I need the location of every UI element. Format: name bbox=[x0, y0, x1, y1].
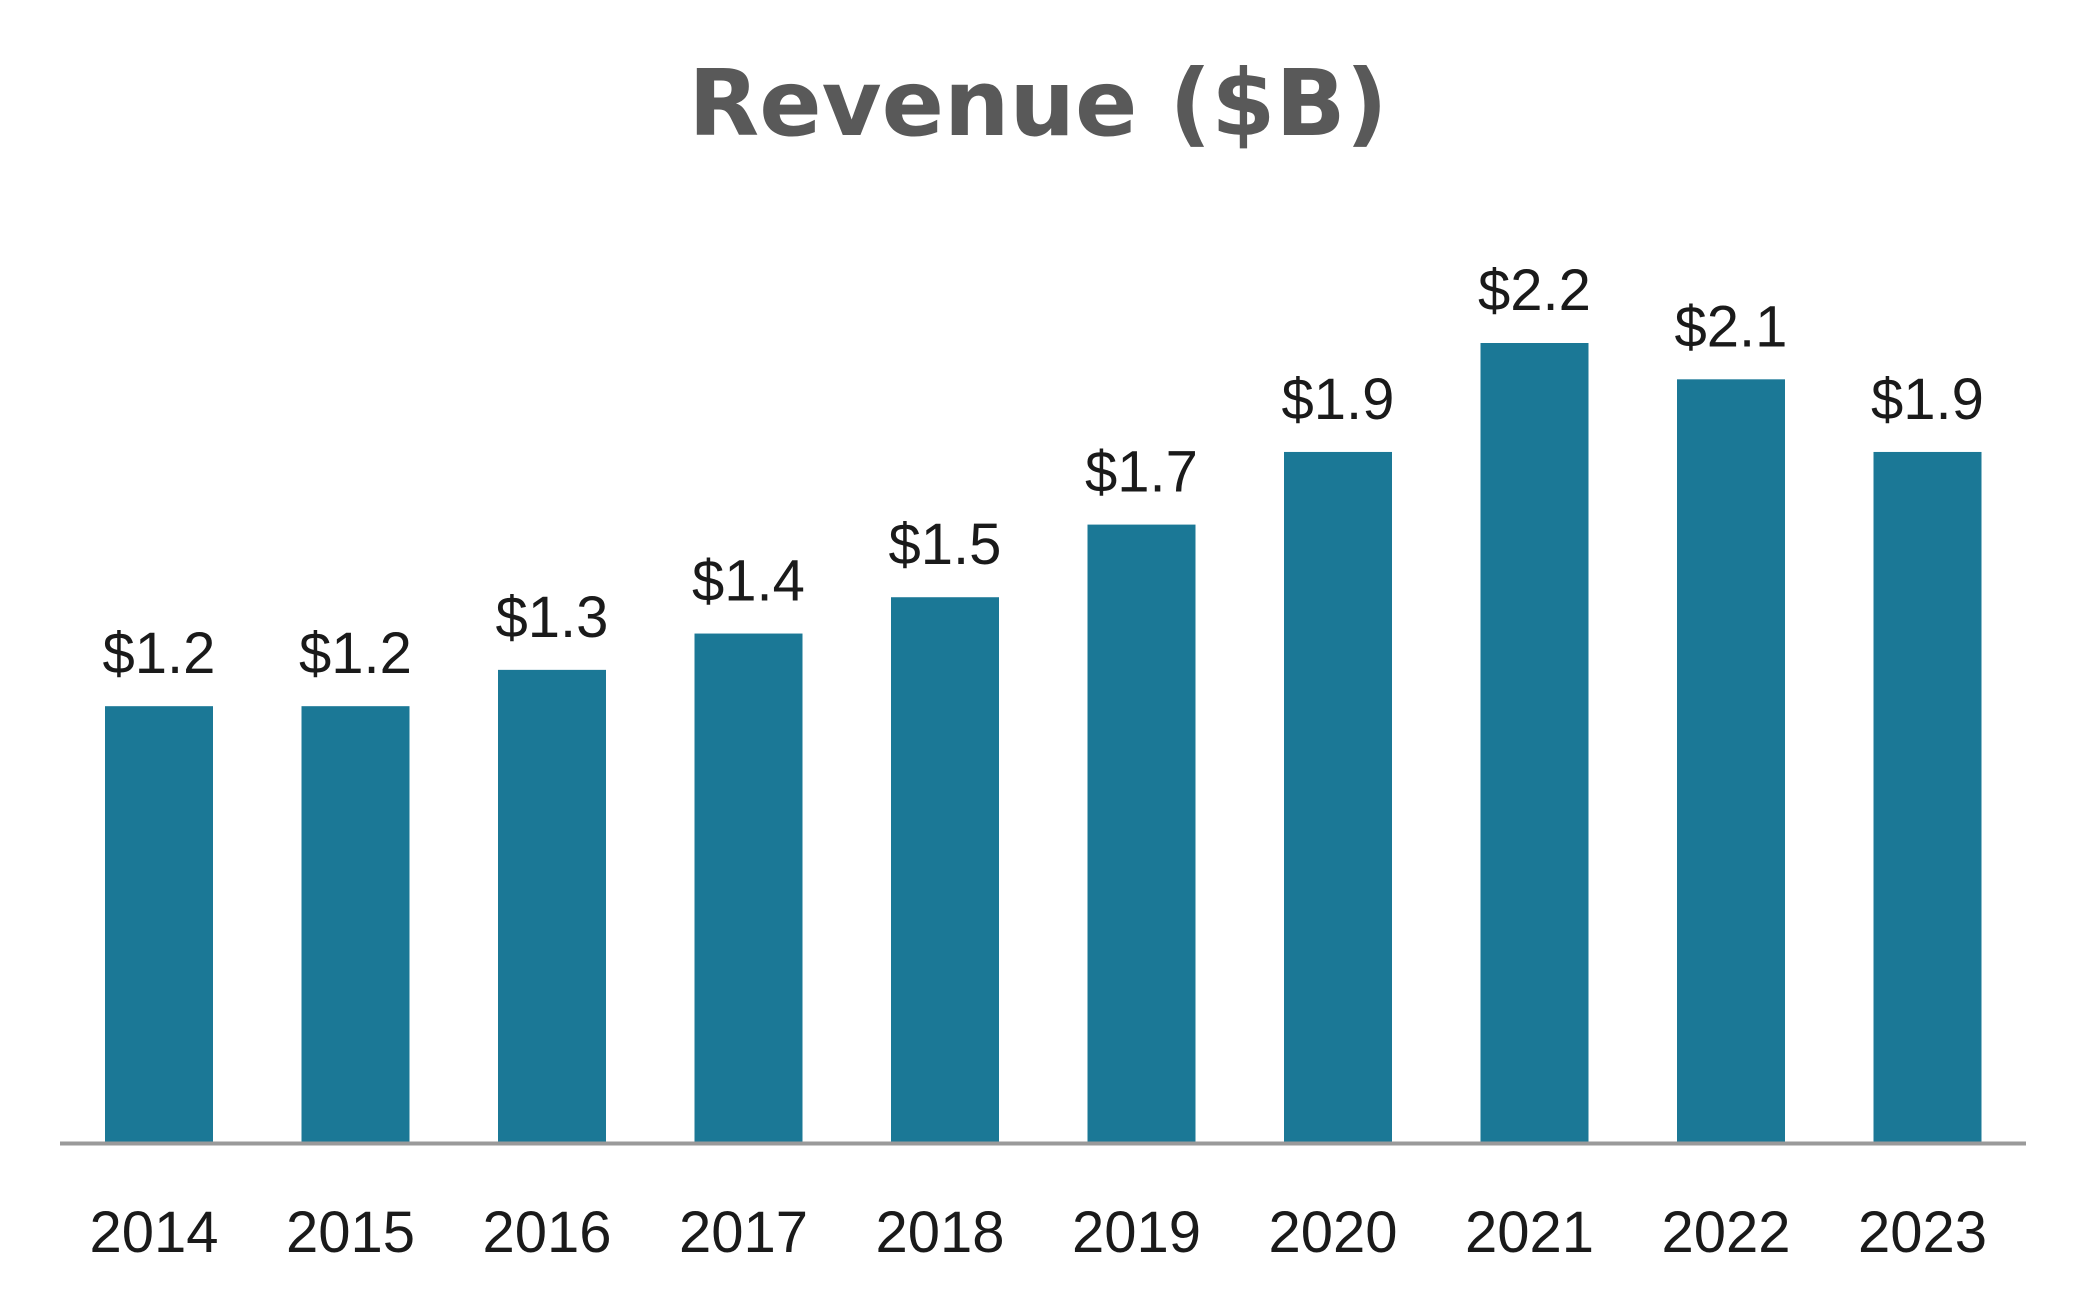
chart-title: Revenue ($B) bbox=[688, 50, 1388, 157]
value-label-2022: $2.1 bbox=[1675, 294, 1788, 359]
bar-2023 bbox=[1873, 451, 1982, 1142]
bar-2016 bbox=[498, 669, 606, 1142]
value-label-2018: $1.5 bbox=[889, 512, 1002, 577]
bar-2014 bbox=[105, 706, 213, 1142]
value-label-2017: $1.4 bbox=[692, 549, 805, 614]
x-tick-labels: 2014 2015 2016 2017 2018 2019 2020 2021 2022 2023 bbox=[89, 1200, 1987, 1265]
value-label-2014: $1.2 bbox=[103, 621, 216, 686]
value-label-2023: $1.9 bbox=[1871, 367, 1984, 432]
x-tick-label-2023: 2023 bbox=[1858, 1200, 1987, 1265]
bar-2017 bbox=[694, 633, 803, 1142]
bar-2020 bbox=[1284, 451, 1392, 1142]
x-tick-label-2017: 2017 bbox=[679, 1200, 808, 1265]
x-tick-label-2019: 2019 bbox=[1072, 1200, 1201, 1265]
bar-2015 bbox=[301, 706, 410, 1142]
x-tick-label-2018: 2018 bbox=[875, 1200, 1004, 1265]
value-labels-layer: $1.2 $1.2 $1.3 $1.4 $1.5 $1.7 $1.9 $2.2 $2.1 $1.9 bbox=[103, 258, 1984, 686]
bar-2019 bbox=[1087, 524, 1196, 1142]
value-label-2021: $2.2 bbox=[1478, 258, 1591, 323]
x-tick-label-2016: 2016 bbox=[482, 1200, 611, 1265]
value-label-2019: $1.7 bbox=[1085, 440, 1198, 505]
x-tick-label-2015: 2015 bbox=[286, 1200, 415, 1265]
x-tick-label-2021: 2021 bbox=[1465, 1200, 1594, 1265]
value-label-2020: $1.9 bbox=[1282, 367, 1395, 432]
x-tick-label-2022: 2022 bbox=[1661, 1200, 1790, 1265]
value-label-2016: $1.3 bbox=[496, 585, 609, 650]
x-tick-label-2020: 2020 bbox=[1268, 1200, 1397, 1265]
bar-2018 bbox=[891, 597, 999, 1142]
x-tick-label-2014: 2014 bbox=[89, 1200, 218, 1265]
bar-2022 bbox=[1677, 379, 1785, 1142]
value-label-2015: $1.2 bbox=[299, 621, 412, 686]
bars-layer bbox=[105, 343, 1982, 1142]
bar-2021 bbox=[1480, 343, 1589, 1142]
